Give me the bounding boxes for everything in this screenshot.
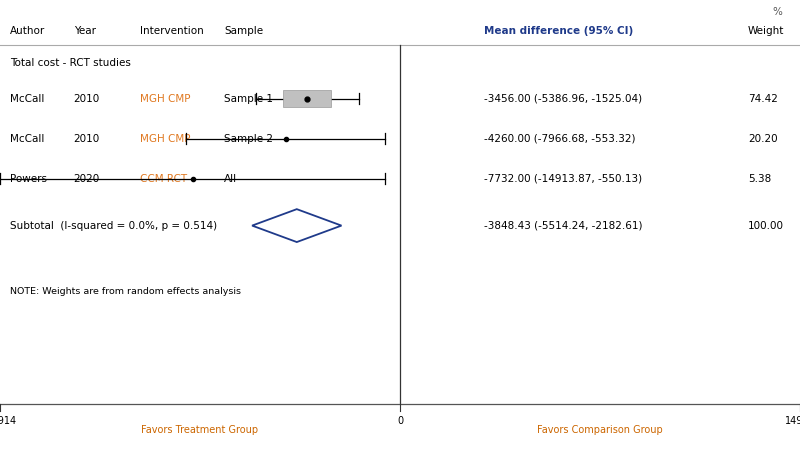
Text: Year: Year <box>74 25 95 36</box>
Text: 100.00: 100.00 <box>748 220 784 231</box>
Text: Favors Comparison Group: Favors Comparison Group <box>537 425 663 435</box>
Text: 14914: 14914 <box>785 416 800 426</box>
Text: 74.42: 74.42 <box>748 94 778 104</box>
Text: Author: Author <box>10 25 45 36</box>
Text: NOTE: Weights are from random effects analysis: NOTE: Weights are from random effects an… <box>10 287 241 296</box>
Text: Sample: Sample <box>224 25 263 36</box>
Text: 2010: 2010 <box>74 133 100 144</box>
Text: 2010: 2010 <box>74 94 100 104</box>
Text: 2020: 2020 <box>74 173 100 184</box>
Text: Favors Treatment Group: Favors Treatment Group <box>142 425 258 435</box>
Text: Sample 2: Sample 2 <box>224 133 273 144</box>
Text: Intervention: Intervention <box>140 25 204 36</box>
Text: -14914: -14914 <box>0 416 17 426</box>
Text: MGH CMP: MGH CMP <box>140 133 190 144</box>
Text: Total cost - RCT studies: Total cost - RCT studies <box>10 58 130 69</box>
Text: Mean difference (95% CI): Mean difference (95% CI) <box>484 25 634 36</box>
Text: 5.38: 5.38 <box>748 173 771 184</box>
Text: Sample 1: Sample 1 <box>224 94 273 104</box>
Text: -4260.00 (-7966.68, -553.32): -4260.00 (-7966.68, -553.32) <box>484 133 635 144</box>
Text: Powers: Powers <box>10 173 46 184</box>
Text: CCM RCT: CCM RCT <box>140 173 187 184</box>
FancyBboxPatch shape <box>283 90 331 107</box>
Text: McCall: McCall <box>10 133 44 144</box>
Text: 20.20: 20.20 <box>748 133 778 144</box>
Text: All: All <box>224 173 237 184</box>
Text: -3848.43 (-5514.24, -2182.61): -3848.43 (-5514.24, -2182.61) <box>484 220 642 231</box>
Text: -3456.00 (-5386.96, -1525.04): -3456.00 (-5386.96, -1525.04) <box>484 94 642 104</box>
Text: Subtotal  (I-squared = 0.0%, p = 0.514): Subtotal (I-squared = 0.0%, p = 0.514) <box>10 220 217 231</box>
Text: MGH CMP: MGH CMP <box>140 94 190 104</box>
Text: %: % <box>773 7 782 17</box>
Polygon shape <box>252 209 342 242</box>
Text: -7732.00 (-14913.87, -550.13): -7732.00 (-14913.87, -550.13) <box>484 173 642 184</box>
Text: McCall: McCall <box>10 94 44 104</box>
Text: Weight: Weight <box>748 25 784 36</box>
Text: 0: 0 <box>397 416 403 426</box>
